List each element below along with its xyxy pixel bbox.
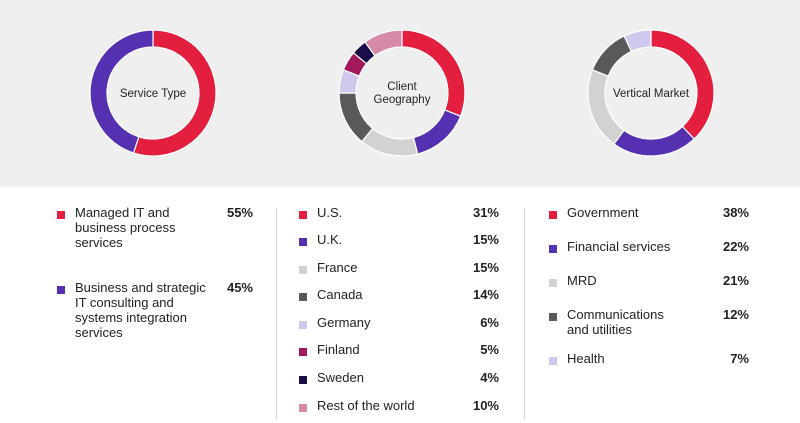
legend-swatch: [57, 211, 65, 219]
legend-value: 15%: [472, 260, 499, 275]
legend-swatch: [299, 211, 307, 219]
legend-value: 5%: [480, 342, 499, 357]
divider: [524, 208, 525, 420]
legend-swatch: [299, 266, 307, 274]
legend-swatch: [549, 313, 557, 321]
legend-swatch: [549, 357, 557, 365]
legend-value: 38%: [722, 205, 749, 220]
slice-business-and-strategic-it-consulting-and-systems-integration-services: [89, 29, 154, 154]
slice-mrd: [587, 69, 625, 145]
legend-label: Canada: [317, 287, 363, 302]
donut-client-geography-svg: Client Geography: [338, 29, 466, 157]
legend-value: 7%: [730, 351, 749, 366]
legend-label: MRD: [567, 273, 597, 288]
legend-swatch: [299, 404, 307, 412]
slice-france: [360, 127, 419, 157]
slice-rest-of-the-world: [364, 29, 403, 57]
donut-vertical-market-svg: Vertical Market: [587, 29, 715, 157]
legend-swatch: [549, 279, 557, 287]
legend-value: 31%: [472, 205, 499, 220]
donut-service-type: Service Type: [68, 0, 238, 187]
legend-swatch: [299, 348, 307, 356]
slice-government: [650, 29, 715, 140]
legend-label: Government: [567, 205, 639, 220]
donut-service-type-svg: Service Type: [89, 29, 217, 157]
slice-financial-services: [613, 125, 695, 157]
legend-swatch: [299, 376, 307, 384]
legend-value: 12%: [722, 307, 749, 322]
legend-label: Managed IT and business process services: [75, 205, 176, 250]
donut-title: Service Type: [120, 88, 186, 100]
slice-u-k: [412, 109, 462, 155]
slice-canada: [338, 92, 374, 143]
slice-communications-and-utilities: [591, 35, 633, 77]
legend-value: 10%: [472, 398, 499, 413]
legend-value: 15%: [472, 232, 499, 247]
legend-label: Germany: [317, 315, 371, 330]
donut-client-geography: Client Geography: [317, 0, 487, 187]
legend-value: 55%: [226, 205, 253, 220]
legend-value: 45%: [226, 280, 253, 295]
legend-label: Financial services: [567, 239, 671, 254]
legend-label: U.K.: [317, 232, 343, 247]
legend-swatch: [549, 245, 557, 253]
legend-swatch: [299, 238, 307, 246]
legend-value: 22%: [722, 239, 749, 254]
legend-label: U.S.: [317, 205, 343, 220]
divider: [276, 208, 277, 420]
legend-swatch: [57, 286, 65, 294]
donut-vertical-market: Vertical Market: [566, 0, 736, 187]
legend-swatch: [299, 321, 307, 329]
legend-label: Health: [567, 351, 605, 366]
slice-health: [623, 29, 652, 53]
legend-value: 6%: [480, 315, 499, 330]
legend-label: Business and strategic IT consulting and s…: [75, 280, 206, 340]
legend-value: 4%: [480, 370, 499, 385]
legend-value: 14%: [472, 287, 499, 302]
legend-label: Sweden: [317, 370, 364, 385]
legend-label: Communications and utilities: [567, 307, 664, 337]
legend-label: France: [317, 260, 358, 275]
donut-title: Client Geography: [374, 81, 431, 106]
donut-title: Vertical Market: [613, 88, 690, 100]
legend-swatch: [299, 293, 307, 301]
legend-value: 21%: [722, 273, 749, 288]
legend-swatch: [549, 211, 557, 219]
legend-label: Finland: [317, 342, 360, 357]
legend-label: Rest of the world: [317, 398, 415, 413]
